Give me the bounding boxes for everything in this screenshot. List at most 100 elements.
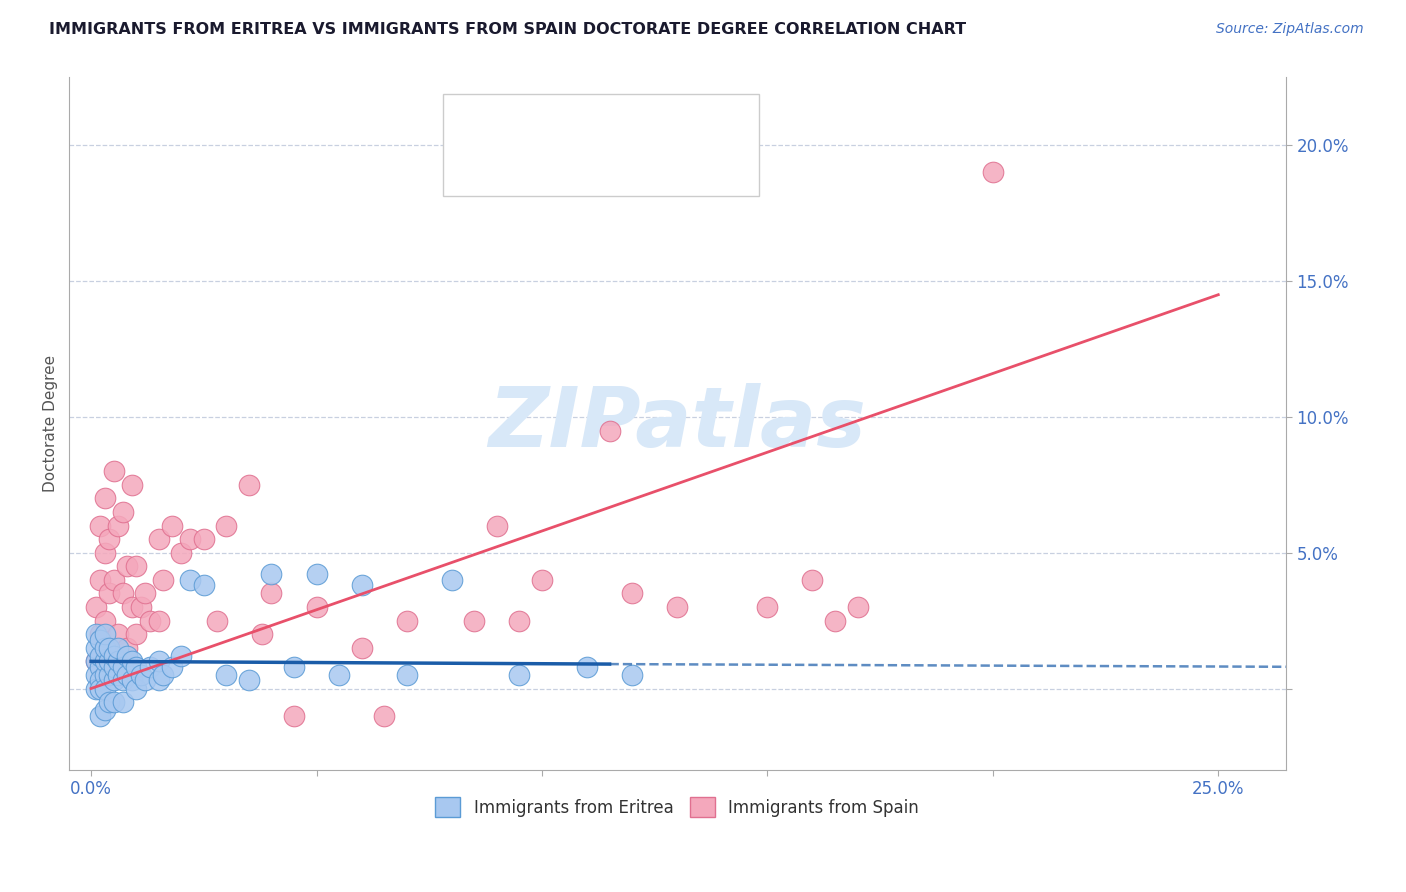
Point bbox=[103, 654, 125, 668]
Point bbox=[93, 703, 115, 717]
Point bbox=[89, 627, 111, 641]
Point bbox=[89, 518, 111, 533]
Point bbox=[98, 532, 121, 546]
Y-axis label: Doctorate Degree: Doctorate Degree bbox=[44, 355, 58, 492]
Point bbox=[103, 695, 125, 709]
Point bbox=[260, 586, 283, 600]
Point bbox=[111, 673, 134, 688]
Point bbox=[89, 632, 111, 647]
Point bbox=[530, 573, 553, 587]
Point bbox=[666, 600, 689, 615]
Text: 59: 59 bbox=[678, 115, 700, 133]
Point bbox=[152, 573, 174, 587]
Point bbox=[440, 573, 463, 587]
Point bbox=[508, 668, 530, 682]
Point bbox=[84, 640, 107, 655]
Point bbox=[103, 673, 125, 688]
Point bbox=[756, 600, 779, 615]
Point bbox=[283, 660, 305, 674]
Point bbox=[193, 532, 215, 546]
Point bbox=[93, 491, 115, 506]
Point bbox=[115, 648, 138, 663]
Point bbox=[238, 478, 260, 492]
Point bbox=[93, 627, 115, 641]
Point bbox=[162, 518, 184, 533]
Point bbox=[84, 600, 107, 615]
Point bbox=[260, 567, 283, 582]
Point bbox=[305, 567, 328, 582]
Point bbox=[89, 681, 111, 696]
Point bbox=[193, 578, 215, 592]
Point bbox=[395, 668, 418, 682]
Point bbox=[148, 614, 170, 628]
Point bbox=[283, 708, 305, 723]
Point bbox=[103, 660, 125, 674]
Text: N =: N = bbox=[630, 157, 668, 175]
Point bbox=[121, 654, 143, 668]
Text: 0.587: 0.587 bbox=[554, 157, 606, 175]
Point bbox=[134, 673, 156, 688]
Point bbox=[981, 165, 1004, 179]
Point bbox=[238, 673, 260, 688]
Point bbox=[328, 668, 350, 682]
Point bbox=[107, 627, 129, 641]
Point bbox=[111, 586, 134, 600]
Point bbox=[170, 546, 193, 560]
Point bbox=[179, 573, 201, 587]
Point bbox=[111, 505, 134, 519]
Text: -0.006: -0.006 bbox=[554, 115, 613, 133]
Point bbox=[107, 668, 129, 682]
Point bbox=[129, 668, 152, 682]
Point bbox=[93, 668, 115, 682]
Bar bbox=[463, 152, 492, 180]
Point bbox=[170, 648, 193, 663]
Bar bbox=[463, 110, 492, 138]
Point bbox=[89, 573, 111, 587]
Point bbox=[125, 681, 148, 696]
Point bbox=[129, 600, 152, 615]
Point bbox=[93, 681, 115, 696]
Point bbox=[148, 532, 170, 546]
Point bbox=[111, 695, 134, 709]
Point bbox=[93, 614, 115, 628]
Point bbox=[395, 614, 418, 628]
Point bbox=[125, 559, 148, 574]
Point bbox=[103, 464, 125, 478]
Point bbox=[89, 708, 111, 723]
Point bbox=[599, 424, 621, 438]
Point bbox=[98, 654, 121, 668]
Point bbox=[107, 518, 129, 533]
Point bbox=[98, 668, 121, 682]
Point bbox=[134, 586, 156, 600]
Point bbox=[152, 668, 174, 682]
Point bbox=[84, 627, 107, 641]
Point bbox=[215, 668, 238, 682]
Point bbox=[824, 614, 846, 628]
Text: 55: 55 bbox=[678, 157, 700, 175]
Point bbox=[98, 695, 121, 709]
Point bbox=[148, 673, 170, 688]
Point bbox=[98, 640, 121, 655]
Point bbox=[111, 660, 134, 674]
Point bbox=[121, 600, 143, 615]
Point bbox=[148, 654, 170, 668]
Point bbox=[125, 627, 148, 641]
Point bbox=[373, 708, 395, 723]
Point bbox=[103, 648, 125, 663]
Point bbox=[115, 640, 138, 655]
Point bbox=[121, 673, 143, 688]
Point bbox=[621, 586, 644, 600]
Point bbox=[103, 573, 125, 587]
Point bbox=[84, 654, 107, 668]
Point bbox=[107, 654, 129, 668]
Point bbox=[93, 546, 115, 560]
Point bbox=[115, 668, 138, 682]
Point bbox=[846, 600, 869, 615]
Text: N =: N = bbox=[630, 115, 668, 133]
Point bbox=[84, 654, 107, 668]
Point bbox=[84, 668, 107, 682]
Text: R =: R = bbox=[505, 157, 540, 175]
Point bbox=[207, 614, 229, 628]
Text: IMMIGRANTS FROM ERITREA VS IMMIGRANTS FROM SPAIN DOCTORATE DEGREE CORRELATION CH: IMMIGRANTS FROM ERITREA VS IMMIGRANTS FR… bbox=[49, 22, 966, 37]
Point bbox=[576, 660, 599, 674]
